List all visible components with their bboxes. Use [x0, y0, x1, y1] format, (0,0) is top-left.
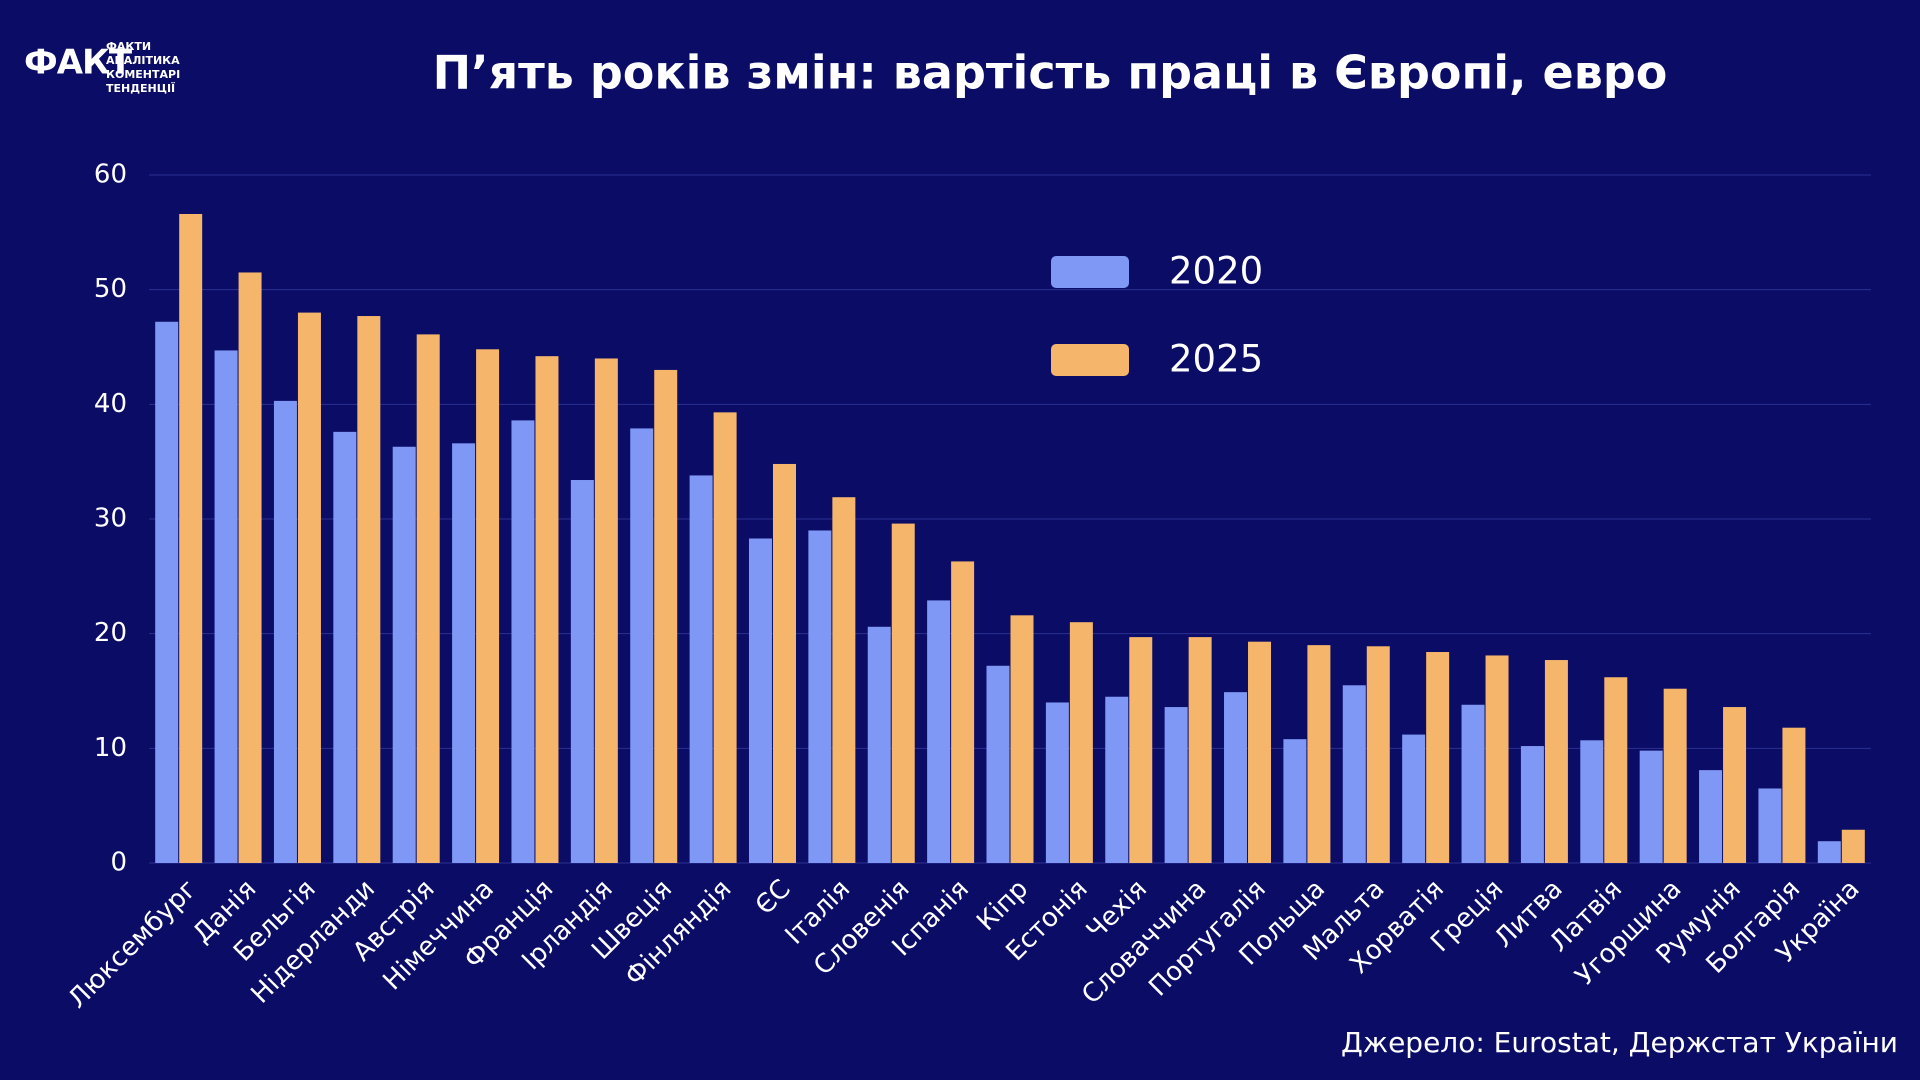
bar [179, 213, 203, 863]
bar [1520, 746, 1544, 863]
bar [1129, 637, 1153, 863]
bar [1069, 622, 1093, 863]
bar [1841, 829, 1865, 863]
bar [214, 350, 238, 863]
bar [832, 497, 856, 863]
bar [891, 523, 915, 863]
bar [630, 428, 654, 863]
bar [452, 443, 476, 863]
bar [748, 538, 772, 863]
bar [1604, 677, 1628, 863]
bar [155, 321, 179, 864]
bar [1366, 646, 1390, 863]
logo: ФАКТ ФАКТИ АНАЛІТИКА КОМЕНТАРІ ТЕНДЕНЦІЇ [24, 40, 180, 95]
bar [951, 561, 975, 863]
bar [986, 665, 1010, 863]
bar [273, 400, 297, 863]
bar [476, 349, 500, 863]
legend-label: 2020 [1169, 250, 1263, 293]
bar [1580, 740, 1604, 863]
logo-line: ФАКТИ [106, 40, 151, 53]
bar [808, 530, 832, 863]
x-tick-label: ЄС [750, 874, 797, 921]
chart-title: П’ять років змін: вартість праці в Європ… [433, 46, 1668, 100]
bar [772, 463, 796, 863]
y-tick-label: 50 [94, 274, 127, 304]
bar [416, 334, 440, 863]
bar [1248, 641, 1272, 863]
bar [333, 431, 357, 863]
bar [1544, 660, 1568, 863]
y-tick-label: 60 [94, 160, 127, 190]
y-tick-label: 30 [94, 504, 127, 534]
bar [392, 446, 416, 863]
bar [357, 316, 381, 863]
logo-line: АНАЛІТИКА [106, 54, 180, 67]
bar [1461, 704, 1485, 863]
bar [1426, 652, 1450, 863]
bar [867, 626, 891, 863]
bar [654, 369, 678, 863]
legend-swatch [1051, 256, 1129, 288]
bar [689, 475, 713, 863]
bar [1010, 615, 1034, 863]
bar [297, 312, 321, 864]
bar [1758, 788, 1782, 863]
bar [1699, 770, 1723, 863]
logo-line: КОМЕНТАРІ [106, 68, 180, 81]
bar [594, 358, 618, 863]
bar [1283, 739, 1307, 863]
y-tick-label: 0 [110, 848, 127, 878]
logo-line: ТЕНДЕНЦІЇ [106, 81, 175, 95]
bar [570, 480, 594, 863]
x-tick-label: Люксембург [62, 874, 202, 1014]
bar [1188, 637, 1212, 863]
bar [1723, 707, 1747, 863]
source: Джерело: Eurostat, Держстат України [1341, 1026, 1898, 1059]
bar [1817, 841, 1841, 863]
bar [1045, 702, 1069, 863]
y-tick-label: 40 [94, 389, 127, 419]
bar [1782, 727, 1806, 863]
bar [1342, 685, 1366, 863]
bar [1164, 707, 1188, 863]
y-tick-label: 10 [94, 733, 127, 763]
bar [1224, 692, 1248, 863]
y-tick-label: 20 [94, 618, 127, 648]
logo-mark: ФАКТ [24, 43, 133, 83]
bar [1307, 645, 1331, 863]
legend-label: 2025 [1169, 338, 1263, 381]
bar [238, 272, 262, 863]
bar [1485, 655, 1509, 863]
bar [535, 356, 559, 863]
bar [1639, 750, 1663, 863]
bar [1663, 688, 1687, 863]
bar [713, 412, 737, 863]
bar [1105, 696, 1129, 863]
bar [511, 420, 535, 863]
legend-swatch [1051, 344, 1129, 376]
bar [1402, 734, 1426, 863]
bar [927, 600, 951, 863]
